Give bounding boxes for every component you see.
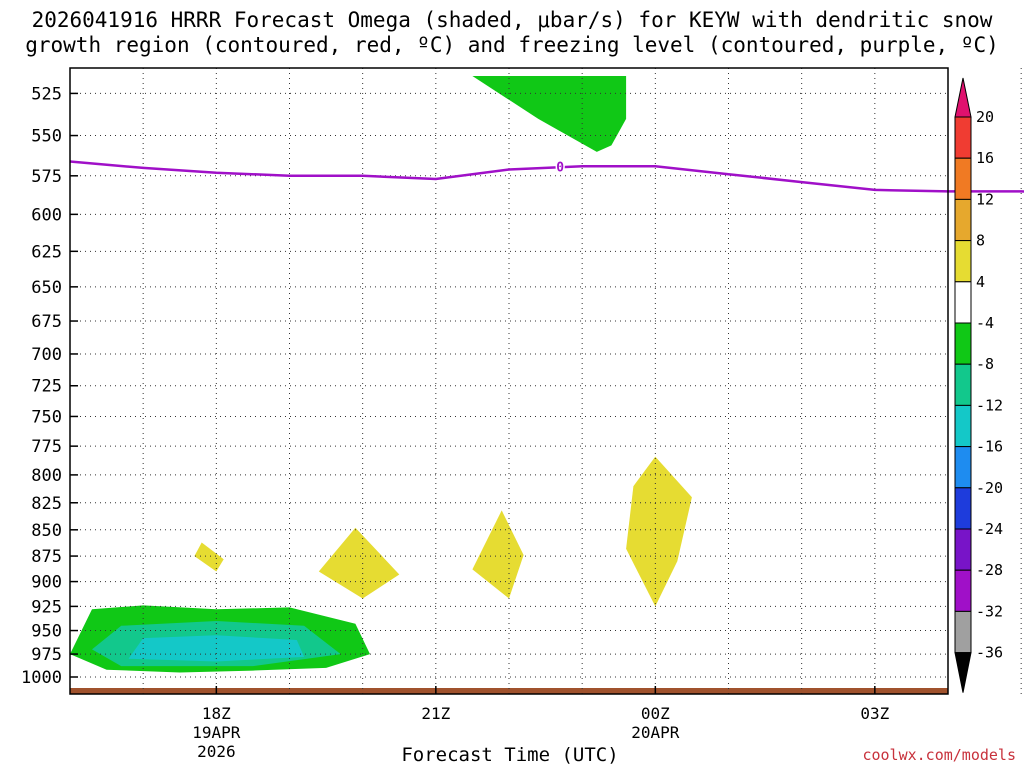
colorbar-label-1: 16 [976,149,994,167]
y-tick-label-550: 550 [31,127,62,147]
colorbar-box-8 [954,404,972,448]
omega-region-4 [626,456,692,607]
colorbar-bottom-arrow [954,652,972,693]
colorbar-box-6 [954,322,972,365]
freezing-level-line [69,160,1024,193]
colorbar-label-13: -36 [976,644,1003,662]
colorbar-label-9: -20 [976,479,1003,497]
omega-region-0 [472,76,627,152]
y-tick-label-975: 975 [31,645,62,665]
y-tick-label-950: 950 [31,622,62,642]
y-tick-label-850: 850 [31,521,62,541]
colorbar-label-3: 8 [976,232,985,250]
y-tick-label-525: 525 [31,84,62,104]
y-tick-label-625: 625 [31,242,62,262]
colorbar-box-7 [954,363,972,406]
x-tick-sublabel-00Z: 20APR [631,723,680,742]
colorbar-label-7: -12 [976,396,1003,414]
ground-strip [70,688,948,694]
x-tick-label-00Z: 00Z [641,704,670,723]
credit-text: coolwx.com/models [862,746,1016,764]
y-tick-label-575: 575 [31,167,62,187]
freezing-level-label: 0 [556,160,564,175]
colorbar-label-6: -8 [976,355,994,373]
y-tick-label-775: 775 [31,437,62,457]
chart-title: 2026041916 HRRR Forecast Omega (shaded, … [31,8,993,32]
colorbar-box-4 [954,240,972,283]
colorbar-label-4: 4 [976,273,985,291]
y-tick-label-925: 925 [31,597,62,617]
y-axis: 525 550 575 600 625 650 675 700 725 750 775 800 825 8… [21,84,78,688]
y-tick-label-800: 800 [31,466,62,486]
plot-area [70,68,948,694]
y-tick-label-750: 750 [31,407,62,427]
colorbar-label-8: -16 [976,438,1003,456]
colorbar-box-13 [954,610,972,654]
y-tick-label-725: 725 [31,377,62,397]
omega-region-1 [194,542,224,572]
x-tick-label-21Z: 21Z [421,704,450,723]
y-tick-label-900: 900 [31,573,62,593]
colorbar-box-2 [954,157,972,200]
colorbar-label-5: -4 [976,314,994,332]
y-tick-label-875: 875 [31,547,62,567]
y-tick-label-600: 600 [31,205,62,225]
colorbar-box-1 [954,116,972,159]
colorbar-box-12 [954,569,972,612]
y-tick-label-650: 650 [31,278,62,298]
omega-region-2 [318,527,400,599]
colorbar-label-0: 20 [976,108,994,126]
colorbar-box-3 [954,198,972,242]
colorbar-box-9 [954,446,972,489]
y-tick-label-675: 675 [31,312,62,332]
plot-frame [69,67,949,695]
colorbar-box-5 [954,281,972,324]
colorbar-label-10: -24 [976,520,1003,538]
omega-region-3 [472,510,524,599]
colorbar-top-arrow [954,77,972,118]
x-axis-title: Forecast Time (UTC) [401,744,619,766]
y-tick-label-700: 700 [31,345,62,365]
x-tick-label-18Z: 18Z [202,704,231,723]
x-tick-year-18Z: 2026 [197,742,236,761]
y-tick-label-825: 825 [31,494,62,514]
x-axis: 18Z19APR202621Z00Z20APR03Z06Z09Z [192,686,890,761]
x-tick-sublabel-18Z: 19APR [192,723,241,742]
colorbar-box-10 [954,487,972,530]
colorbar-label-12: -32 [976,602,1003,620]
chart-subtitle: growth region (contoured, red, ºC) and f… [25,33,999,57]
colorbar-label-2: 12 [976,190,994,208]
freezing-level: 0 [69,159,1024,193]
x-tick-label-03Z: 03Z [860,704,889,723]
colorbar-box-11 [954,528,972,571]
colorbar: 20 16 12 8 4 -4 -8 -12 -16 -20 -24 -28 -32 -36 [954,77,1003,693]
colorbar-label-11: -28 [976,561,1003,579]
y-tick-label-1000: 1000 [21,668,62,688]
